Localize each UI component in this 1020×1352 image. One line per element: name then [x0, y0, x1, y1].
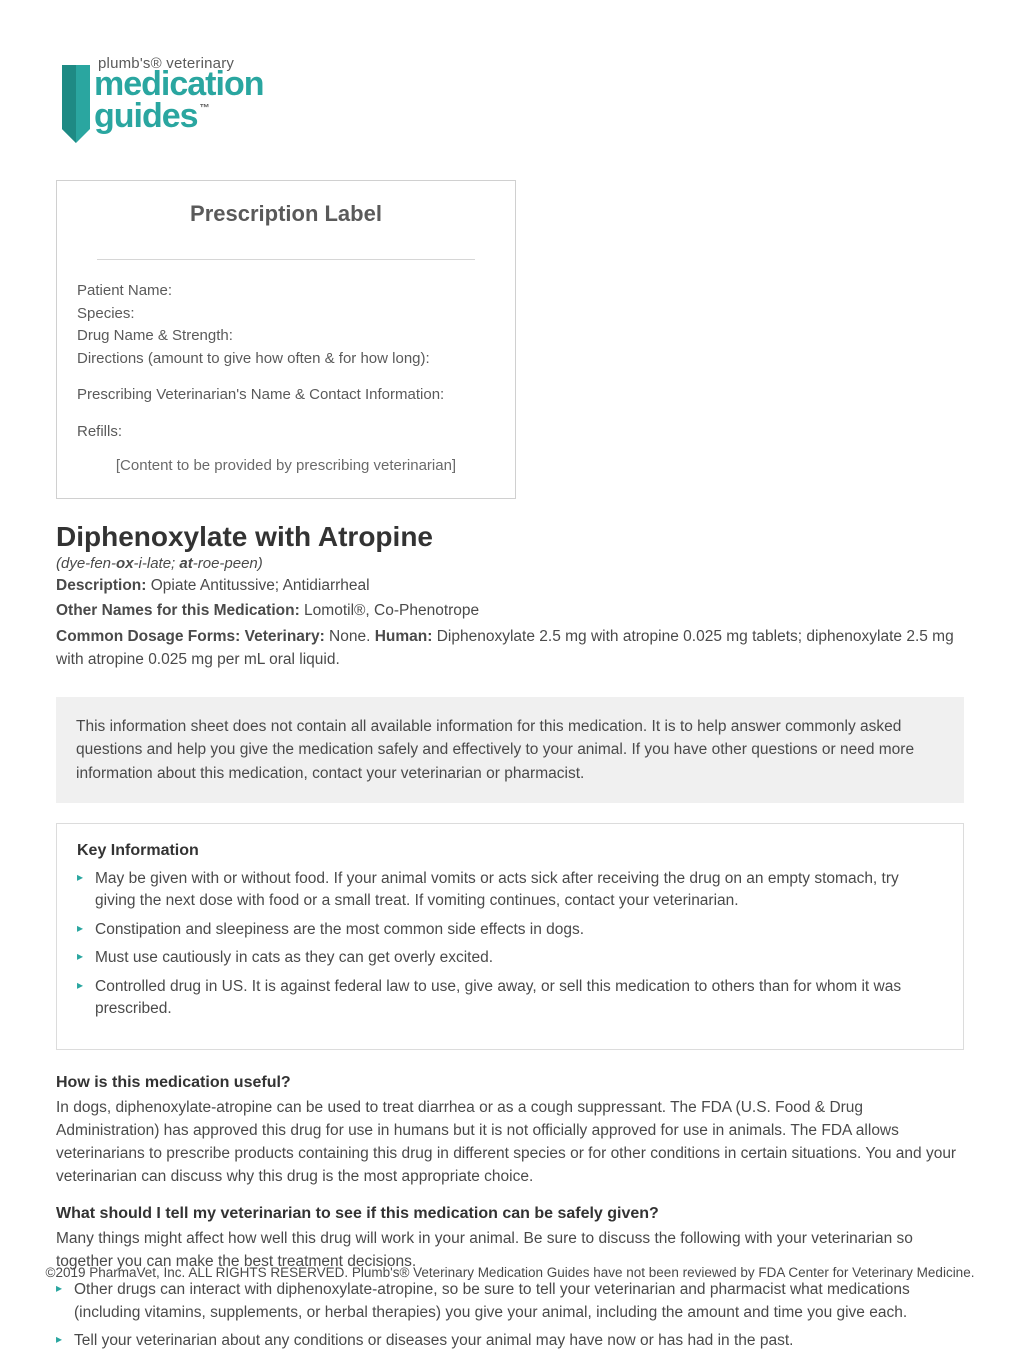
rx-divider: [97, 259, 475, 260]
key-info-list: May be given with or without food. If yo…: [77, 868, 943, 1021]
brand-logo: plumb's® veterinary medication guides™: [56, 55, 964, 150]
pronunciation: (dye-fen-ox-i-late; at-roe-peen): [56, 555, 964, 572]
key-information-box: Key Information May be given with or wit…: [56, 823, 964, 1050]
rx-title: Prescription Label: [77, 201, 495, 241]
rx-field-drug: Drug Name & Strength:: [77, 325, 495, 348]
dosage-forms-line: Common Dosage Forms: Veterinary: None. H…: [56, 625, 964, 672]
logo-word-1: medication: [94, 68, 263, 100]
rx-field-refills: Refills:: [77, 421, 495, 444]
section-heading-useful: How is this medication useful?: [56, 1074, 964, 1092]
key-item: Controlled drug in US. It is against fed…: [77, 976, 943, 1021]
rx-field-patient: Patient Name:: [77, 280, 495, 303]
rx-field-vet: Prescribing Veterinarian's Name & Contac…: [77, 384, 495, 407]
key-item: Must use cautiously in cats as they can …: [77, 947, 943, 969]
info-callout: This information sheet does not contain …: [56, 697, 964, 803]
prescription-label-box: Prescription Label Patient Name: Species…: [56, 180, 516, 499]
description-line: Description: Opiate Antitussive; Antidia…: [56, 574, 964, 597]
tellvet-item: Other drugs can interact with diphenoxyl…: [56, 1279, 964, 1324]
paragraph-useful: In dogs, diphenoxylate-atropine can be u…: [56, 1096, 964, 1189]
rx-field-directions: Directions (amount to give how often & f…: [77, 348, 495, 371]
key-item: May be given with or without food. If yo…: [77, 868, 943, 913]
logo-word-2: guides™: [94, 100, 263, 132]
key-item: Constipation and sleepiness are the most…: [77, 919, 943, 941]
rx-note: [Content to be provided by prescribing v…: [77, 457, 495, 474]
tellvet-list: Other drugs can interact with diphenoxyl…: [56, 1279, 964, 1352]
tellvet-item: Tell your veterinarian about any conditi…: [56, 1330, 964, 1352]
drug-name: Diphenoxylate with Atropine: [56, 521, 964, 553]
rx-field-species: Species:: [77, 303, 495, 326]
logo-mark-icon: [56, 55, 96, 150]
key-info-title: Key Information: [77, 842, 943, 860]
section-heading-tellvet: What should I tell my veterinarian to se…: [56, 1205, 964, 1223]
copyright-footer: ©2019 PharmaVet, Inc. ALL RIGHTS RESERVE…: [0, 1265, 1020, 1280]
other-names-line: Other Names for this Medication: Lomotil…: [56, 599, 964, 622]
